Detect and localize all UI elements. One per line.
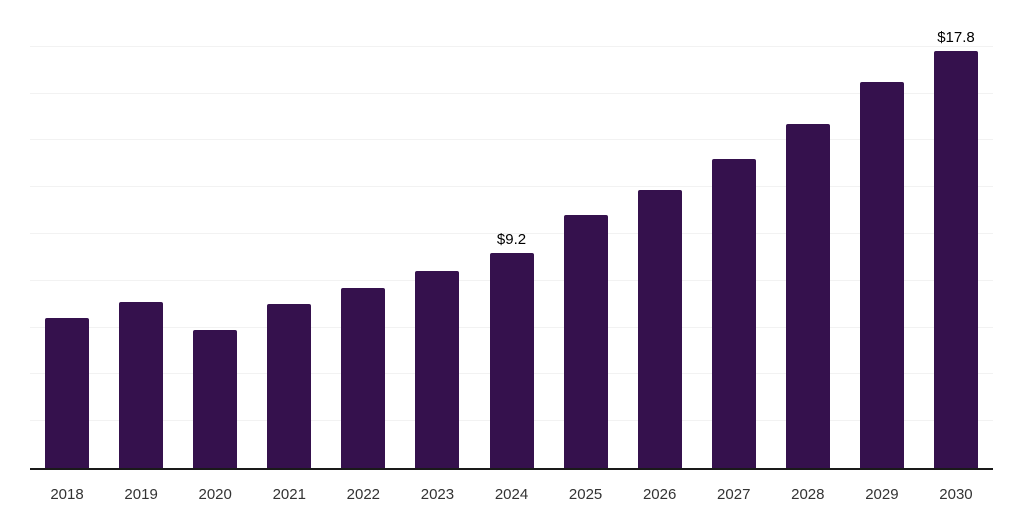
bar-slot-2026	[623, 0, 697, 468]
bar-slot-2029	[845, 0, 919, 468]
bar-2023	[415, 271, 460, 468]
bar-slot-2024: $9.2	[474, 0, 548, 468]
gridline-10	[30, 233, 993, 234]
bar-2019	[119, 301, 164, 468]
bar-2029	[859, 81, 904, 468]
gridline-12	[30, 186, 993, 188]
x-tick-2030: 2030	[939, 486, 973, 503]
bars-row: $9.2 $17.8	[30, 0, 993, 468]
bar-value-label-2030: $17.8	[937, 29, 975, 47]
bar-2021	[267, 304, 312, 468]
bar-slot-2022	[326, 0, 400, 468]
x-tick-2022: 2022	[346, 486, 381, 503]
bar-2024: $9.2	[489, 231, 534, 468]
gridline-18	[30, 45, 993, 47]
x-tick-2027: 2027	[717, 486, 751, 503]
x-tick-2029: 2029	[865, 486, 899, 503]
plot-area: $9.2 $17.8	[30, 0, 993, 468]
bar-2022	[341, 287, 386, 468]
x-tick-2025: 2025	[568, 486, 603, 503]
x-tick-2024: 2024	[494, 486, 529, 503]
bar-2018	[45, 318, 90, 468]
bar-slot-2020	[178, 0, 252, 468]
bar-2025	[563, 215, 608, 468]
bar-slot-2030: $17.8	[919, 0, 993, 468]
x-tick-2023: 2023	[420, 486, 455, 503]
x-tick-2026: 2026	[642, 486, 677, 503]
gridline-14	[30, 139, 993, 141]
bar-slot-2018	[30, 0, 104, 468]
bar-2027	[711, 159, 756, 468]
gridline-16	[30, 92, 993, 94]
bar-2026	[637, 189, 682, 468]
x-tick-2018: 2018	[50, 486, 84, 503]
bar-slot-2023	[400, 0, 474, 468]
x-axis-line	[30, 468, 993, 470]
bar-slot-2025	[549, 0, 623, 468]
bar-2020	[193, 329, 238, 468]
bar-slot-2028	[771, 0, 845, 468]
bar-slot-2019	[104, 0, 178, 468]
bar-value-label-2024: $9.2	[496, 230, 527, 248]
x-tick-2028: 2028	[791, 486, 825, 503]
x-axis-labels: 2018 2019 2020 2021 2022 2023 2024 2025 2026 2027…	[30, 470, 993, 503]
bar-2028	[785, 124, 830, 468]
bar-2030: $17.8	[933, 29, 978, 468]
x-tick-2019: 2019	[124, 486, 158, 503]
bar-slot-2021	[252, 0, 326, 468]
x-tick-2020: 2020	[198, 486, 232, 503]
bar-slot-2027	[697, 0, 771, 468]
x-tick-2021: 2021	[272, 486, 306, 503]
